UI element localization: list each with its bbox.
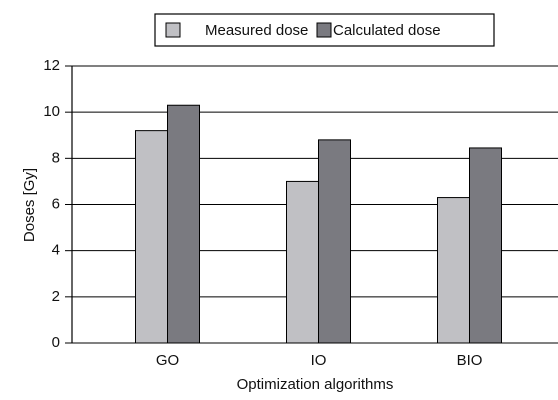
- y-tick-label: 6: [52, 195, 60, 212]
- y-tick-label: 0: [52, 334, 60, 351]
- legend-swatch: [165, 22, 181, 38]
- legend-swatch: [316, 22, 332, 38]
- bar: [437, 197, 470, 344]
- bar: [286, 180, 319, 344]
- y-tick-label: 4: [52, 242, 60, 259]
- bar: [469, 147, 502, 344]
- x-tick-label: IO: [311, 352, 327, 369]
- y-tick-label: 12: [43, 57, 60, 74]
- y-tick-label: 8: [52, 149, 60, 166]
- y-tick-label: 10: [43, 103, 60, 120]
- x-axis-label: Optimization algorithms: [237, 376, 394, 393]
- bar: [167, 104, 200, 344]
- bar: [135, 130, 168, 344]
- legend-label: Measured dose: [205, 22, 308, 39]
- legend-label: Calculated dose: [333, 22, 441, 39]
- y-tick-label: 2: [52, 288, 60, 305]
- bar: [318, 139, 351, 344]
- x-tick-label: BIO: [457, 352, 483, 369]
- y-axis-label: Doses [Gy]: [21, 168, 38, 242]
- x-tick-label: GO: [156, 352, 179, 369]
